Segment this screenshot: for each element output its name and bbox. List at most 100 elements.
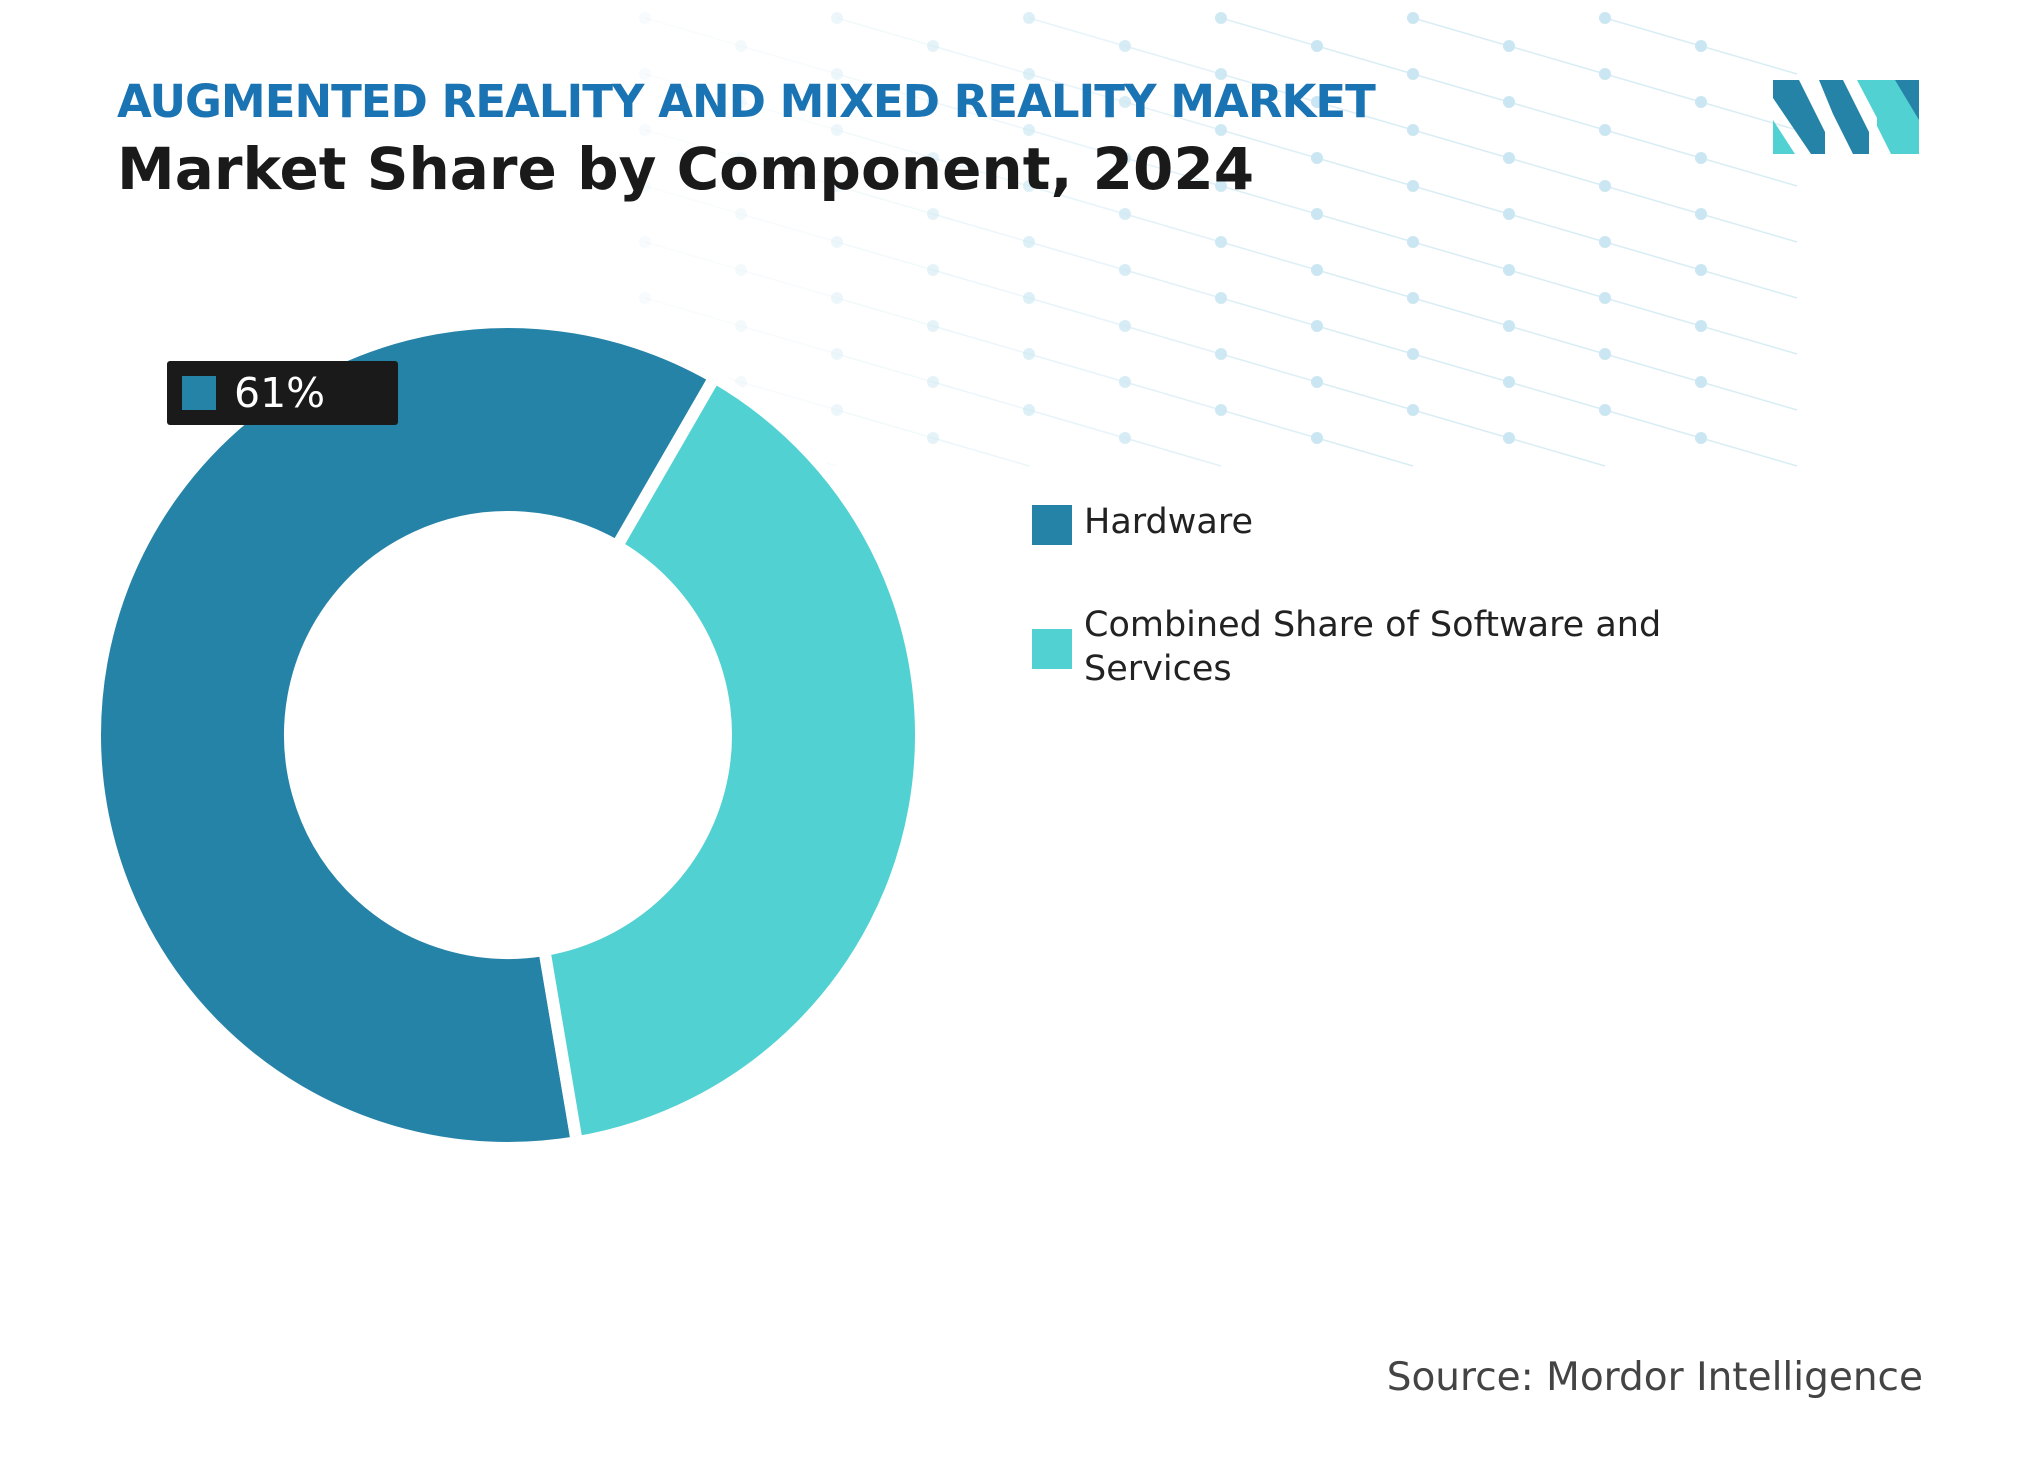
pattern-line: [1316, 101, 1414, 131]
pattern-dot: [1503, 40, 1515, 52]
pattern-dot: [1311, 432, 1323, 444]
pattern-line: [1028, 129, 1126, 159]
pattern-line: [1124, 269, 1222, 299]
pattern-dot: [1023, 404, 1035, 416]
pattern-line: [932, 45, 1030, 75]
pattern-line: [1508, 101, 1606, 131]
logo-middle-accent: [1857, 80, 1877, 118]
pattern-dot: [1503, 208, 1515, 220]
pattern-dot: [1119, 152, 1131, 164]
pattern-dot: [1695, 320, 1707, 332]
data-label-value: 61%: [234, 369, 326, 417]
chart-title: Market Share by Component, 2024: [117, 135, 1255, 203]
pattern-line: [1220, 297, 1318, 327]
pattern-dot: [1599, 180, 1611, 192]
pattern-line: [644, 17, 742, 47]
pattern-dot: [1023, 236, 1035, 248]
pattern-line: [1604, 129, 1702, 159]
pattern-dot: [927, 96, 939, 108]
mordor-intelligence-logo-icon: [1773, 80, 1919, 154]
pattern-line: [1700, 381, 1798, 411]
pattern-dot: [831, 292, 843, 304]
chart-header: AUGMENTED REALITY AND MIXED REALITY MARK…: [117, 74, 1376, 204]
pattern-line: [1508, 45, 1606, 75]
pattern-line: [1508, 437, 1606, 467]
pattern-dot: [1215, 12, 1227, 24]
pattern-dot: [735, 152, 747, 164]
pattern-dot: [1407, 236, 1419, 248]
pattern-line: [1700, 101, 1798, 131]
pattern-line: [1124, 437, 1222, 467]
pattern-dot: [1311, 208, 1323, 220]
pattern-dot: [831, 404, 843, 416]
source-note: Source: Mordor Intelligence: [1386, 1355, 1923, 1400]
pattern-line: [836, 185, 934, 215]
pattern-dot: [1599, 12, 1611, 24]
pattern-line: [1220, 17, 1318, 47]
pattern-line: [1700, 437, 1798, 467]
pattern-line: [1124, 101, 1222, 131]
pattern-dot: [1311, 40, 1323, 52]
pattern-dot: [639, 292, 651, 304]
chart-legend: Hardware Combined Share of Software and …: [1032, 500, 1752, 749]
pattern-dot: [1503, 376, 1515, 388]
pattern-line: [1412, 129, 1510, 159]
pattern-line: [932, 269, 1030, 299]
pattern-line: [1028, 297, 1126, 327]
pattern-dot: [735, 264, 747, 276]
pattern-dot: [1119, 208, 1131, 220]
pattern-dot: [1503, 152, 1515, 164]
logo-left-stroke: [1773, 80, 1825, 154]
pattern-dot: [1695, 152, 1707, 164]
pattern-dot: [1695, 96, 1707, 108]
pattern-line: [836, 17, 934, 47]
pattern-line: [1412, 409, 1510, 439]
pattern-dot: [639, 68, 651, 80]
chart-supertitle: AUGMENTED REALITY AND MIXED REALITY MARK…: [117, 75, 1376, 128]
pattern-line: [1412, 17, 1510, 47]
pattern-line: [644, 241, 742, 271]
pattern-dot: [1599, 292, 1611, 304]
pattern-line: [1700, 325, 1798, 355]
pattern-dot: [639, 12, 651, 24]
pattern-line: [1604, 353, 1702, 383]
pattern-dot: [1119, 264, 1131, 276]
pattern-line: [644, 185, 742, 215]
pattern-line: [740, 45, 838, 75]
logo-left-accent: [1773, 120, 1795, 154]
pattern-dot: [1599, 348, 1611, 360]
pattern-dot: [1215, 404, 1227, 416]
pattern-line: [836, 73, 934, 103]
pattern-line: [1220, 185, 1318, 215]
pattern-dot: [1311, 96, 1323, 108]
pattern-dot: [831, 124, 843, 136]
pattern-line: [1124, 45, 1222, 75]
pattern-line: [932, 381, 1030, 411]
pattern-line: [1412, 297, 1510, 327]
pattern-line: [1124, 381, 1222, 411]
pattern-line: [1316, 437, 1414, 467]
pattern-dot: [735, 320, 747, 332]
legend-label-hardware: Hardware: [1084, 502, 1253, 542]
pattern-line: [1220, 129, 1318, 159]
pattern-dot: [1023, 348, 1035, 360]
pattern-line: [644, 129, 742, 159]
pattern-line: [932, 213, 1030, 243]
pattern-line: [1316, 213, 1414, 243]
pattern-dot: [1215, 180, 1227, 192]
pattern-line: [1700, 213, 1798, 243]
pattern-line: [1508, 157, 1606, 187]
pattern-dot: [927, 152, 939, 164]
pattern-dot: [1695, 208, 1707, 220]
pattern-dot: [1407, 348, 1419, 360]
pattern-dot: [1311, 264, 1323, 276]
pattern-dot: [1119, 96, 1131, 108]
pattern-dot: [1023, 12, 1035, 24]
pattern-dot: [1407, 12, 1419, 24]
pattern-dot: [927, 320, 939, 332]
pattern-dot: [831, 348, 843, 360]
pattern-dot: [1119, 432, 1131, 444]
pattern-dot: [1407, 180, 1419, 192]
pattern-dot: [1215, 348, 1227, 360]
pattern-line: [1220, 241, 1318, 271]
